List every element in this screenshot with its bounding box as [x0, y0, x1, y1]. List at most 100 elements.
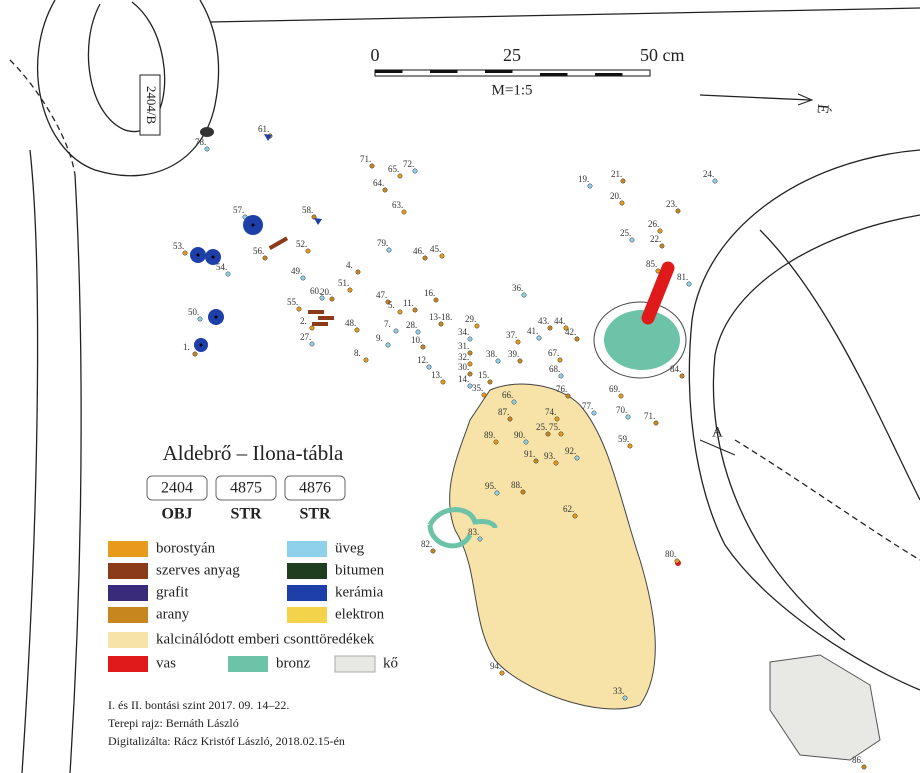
find-dot	[553, 460, 559, 466]
stone	[769, 654, 881, 761]
feature-box	[139, 74, 161, 136]
find-label: 67.	[548, 348, 559, 358]
legend-label: arany	[156, 606, 190, 622]
find-label: 95.	[485, 481, 496, 491]
find-dot	[296, 306, 302, 312]
find-dot	[521, 292, 527, 298]
find-label: 79.	[377, 238, 388, 248]
find-dot	[618, 393, 624, 399]
find-label: 13.	[431, 370, 442, 380]
find-label: 58.	[302, 205, 313, 215]
find-label: 59.	[618, 434, 629, 444]
find-dot	[397, 309, 403, 315]
find-dot	[547, 325, 553, 331]
legend-swatch	[108, 541, 148, 557]
north-arrow	[699, 94, 811, 101]
find-dot	[675, 208, 681, 214]
find-dot	[467, 350, 473, 356]
find-dot	[192, 351, 198, 357]
organic-find	[275, 236, 289, 246]
find-dot	[412, 168, 418, 174]
find-label: 75.	[549, 422, 560, 432]
find-label: 82.	[421, 539, 432, 549]
find-label: 90.	[514, 430, 525, 440]
scale-bar	[374, 69, 651, 77]
bone-area	[449, 383, 656, 710]
legend-swatch	[287, 607, 327, 623]
find-dot	[659, 243, 665, 249]
find-label: 8.	[354, 348, 361, 358]
legend-label: vas	[156, 655, 176, 671]
note: I. és II. bontási szint 2017. 09. 14–22.	[108, 698, 289, 712]
ceramic-dot	[196, 253, 200, 257]
header-code: 4875	[230, 480, 262, 497]
header-box	[284, 475, 346, 501]
find-label: 86.	[852, 755, 863, 765]
find-label: 32.	[458, 352, 469, 362]
find-label: 54.	[216, 262, 227, 272]
find-dot	[420, 344, 426, 350]
find-dot	[311, 214, 317, 220]
section-label: A	[712, 424, 723, 440]
find-label: 39.	[508, 349, 519, 359]
find-dot	[523, 439, 529, 445]
find-label: 83.	[468, 527, 479, 537]
find-label: 23.	[666, 199, 677, 209]
find-dot	[355, 269, 361, 275]
scale-tick: 0	[371, 45, 380, 65]
find-label: 19.	[578, 174, 589, 184]
find-label: 35.	[472, 383, 483, 393]
section-line	[699, 439, 736, 456]
find-dot	[679, 373, 685, 379]
find-label: 80.	[665, 549, 676, 559]
find-dot	[558, 373, 564, 379]
find-label: 66.	[502, 390, 513, 400]
find-dot	[507, 416, 513, 422]
find-label: 4.	[346, 260, 353, 270]
find-dot	[587, 183, 593, 189]
find-dot	[385, 299, 391, 305]
find-dot	[629, 237, 635, 243]
find-dot	[412, 307, 418, 313]
find-dot	[300, 275, 306, 281]
find-label: 71.	[360, 154, 371, 164]
scale-ratio: M=1:5	[492, 82, 533, 98]
legend-label: bitumen	[335, 562, 385, 578]
find-dot	[385, 342, 391, 348]
bronze-outline	[593, 301, 687, 379]
find-dot	[653, 420, 659, 426]
find-dot	[674, 558, 680, 564]
find-label: 94.	[490, 661, 501, 671]
find-label: 49.	[291, 266, 302, 276]
find-label: 77.	[582, 401, 593, 411]
find-label: 53.	[173, 241, 184, 251]
legend: borostyán üveg szerves anyag bitumen grafit k…	[108, 540, 398, 673]
find-label: 12.	[417, 355, 428, 365]
header-code: 4876	[299, 480, 331, 497]
find-label: 63.	[392, 200, 403, 210]
find-dot	[415, 329, 421, 335]
find-dot	[309, 341, 315, 347]
find-label: 93.	[544, 451, 555, 461]
find-dot	[536, 335, 542, 341]
north-arrowhead	[797, 93, 814, 106]
find-dot	[426, 364, 432, 370]
legend-label: kő	[383, 655, 398, 671]
header-box	[146, 475, 208, 501]
find-label: 60.	[310, 286, 321, 296]
find-label: 81.	[677, 272, 688, 282]
find-dot	[487, 379, 493, 385]
organic-find	[312, 322, 328, 326]
find-label: 25.	[536, 422, 547, 432]
find-dot	[319, 295, 325, 301]
find-label: 31.	[458, 341, 469, 351]
find-dot	[467, 383, 473, 389]
find-label: 46.	[413, 246, 424, 256]
find-label: 15.	[478, 370, 489, 380]
find-dot	[474, 323, 480, 329]
find-label: 57.	[233, 205, 244, 215]
find-label: 7.	[384, 319, 391, 329]
find-dot	[467, 336, 473, 342]
iron-object	[641, 261, 675, 325]
